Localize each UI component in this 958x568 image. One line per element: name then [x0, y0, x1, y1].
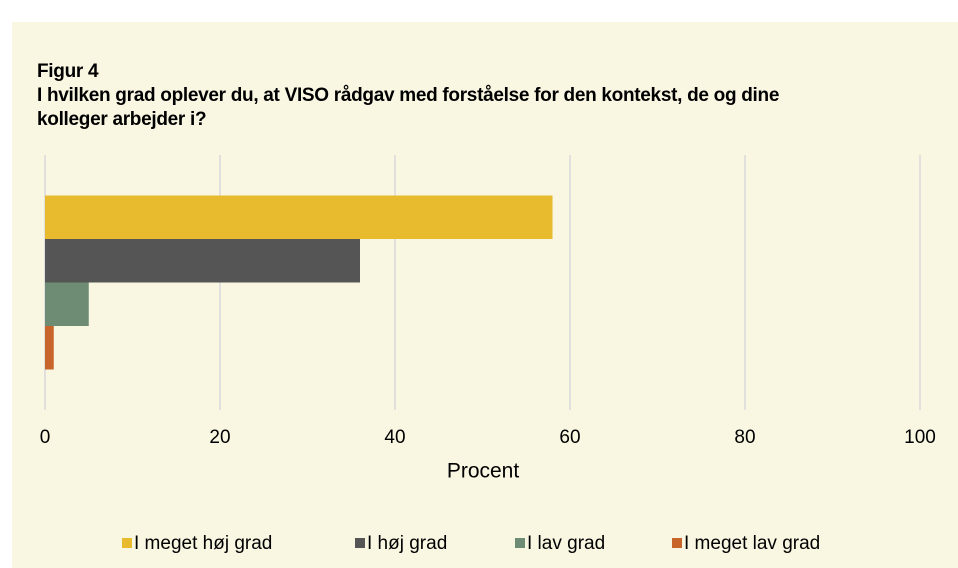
x-axis-label: Procent	[447, 460, 520, 483]
legend-label: I høj grad	[367, 533, 447, 554]
bar	[45, 326, 54, 370]
x-tick-label: 100	[904, 427, 936, 448]
chart-subtitle: I hvilken grad oplever du, at VISO rådga…	[37, 85, 780, 130]
x-tick-label: 80	[734, 427, 755, 448]
legend-label: I meget høj grad	[134, 533, 272, 554]
chart-background	[12, 22, 958, 568]
x-tick-label: 40	[384, 427, 405, 448]
chart-title: Figur 4	[37, 61, 99, 82]
title-block: Figur 4 I hvilken grad oplever du, at VI…	[37, 60, 782, 132]
legend-label: I meget lav grad	[684, 533, 820, 554]
x-tick-label: 0	[40, 427, 51, 448]
x-tick-label: 20	[209, 427, 230, 448]
legend-label: I lav grad	[527, 533, 605, 554]
x-tick-label: 60	[559, 427, 580, 448]
bar	[45, 282, 89, 326]
legend-swatch	[122, 538, 132, 548]
bar	[45, 239, 360, 283]
legend-swatch	[672, 538, 682, 548]
legend-swatch	[515, 538, 525, 548]
bar	[45, 195, 553, 239]
legend-swatch	[355, 538, 365, 548]
